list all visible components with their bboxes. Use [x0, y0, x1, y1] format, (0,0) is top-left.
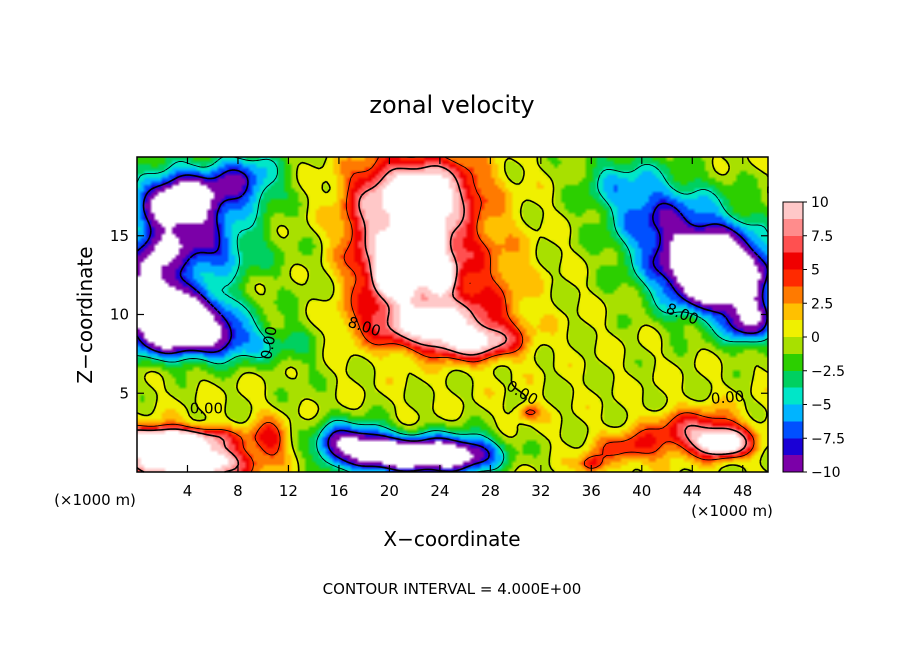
contour-level-0: [136, 156, 769, 473]
x-tick-label: 8: [233, 482, 243, 500]
colorbar-tick-label: 2.5: [811, 296, 833, 312]
x-tick-label: 48: [733, 482, 752, 500]
contour-level-8: [136, 165, 747, 473]
contour-label: 0.00: [257, 325, 281, 361]
contour-label: 0.00: [190, 400, 223, 418]
x-tick-label: 20: [380, 482, 399, 500]
x-tick-label: 24: [430, 482, 449, 500]
y-tick-label: 10: [110, 306, 129, 324]
contour-level--8: [136, 169, 769, 473]
x-tick-label: 28: [481, 482, 500, 500]
velocity-field: [137, 157, 768, 472]
x-tick-label: 12: [279, 482, 298, 500]
colorbar-tick-label: 10: [811, 195, 829, 211]
x-tick-label: 16: [329, 482, 348, 500]
contour-label: 0.00: [710, 387, 745, 408]
chart-title: zonal velocity: [369, 91, 534, 119]
x-tick-label: 36: [582, 482, 601, 500]
y-tick-label: 5: [119, 384, 129, 402]
x-tick-label: 32: [531, 482, 550, 500]
x-unit-label-right: (×1000 m): [691, 502, 773, 520]
colorbar-tick-label: −10: [811, 465, 841, 481]
colorbar-tick-label: 5: [811, 263, 820, 279]
colorbar-tick-label: 7.5: [811, 229, 833, 245]
contour-lines: [136, 156, 769, 473]
x-tick-label: 44: [683, 482, 702, 500]
contour-interval-note: CONTOUR INTERVAL = 4.000E+00: [323, 580, 582, 598]
x-axis-ticks: 4 8 12 16 20 24 28 32 36 40 44 48: [183, 157, 752, 500]
colorbar-tick-label: −2.5: [811, 364, 845, 380]
x-unit-label-left: (×1000 m): [54, 491, 136, 509]
colorbar-tick-label: −7.5: [811, 431, 845, 447]
colorbar: [783, 202, 803, 472]
colorbar-tick-label: 0: [811, 330, 820, 346]
colorbar-tick-label: −5: [811, 398, 832, 414]
contour-level-4: [136, 156, 755, 473]
y-tick-label: 15: [110, 227, 129, 245]
x-axis-label: X−coordinate: [383, 527, 520, 551]
x-tick-label: 4: [183, 482, 193, 500]
contour-level--4: [136, 156, 769, 473]
colorbar-ticks: 10 7.5 5 2.5 0 −2.5 −5 −7.5 −10: [803, 195, 845, 481]
y-axis-ticks: 5 10 15: [110, 227, 768, 402]
x-tick-label: 40: [632, 482, 651, 500]
y-axis-label: Z−coordinate: [73, 246, 97, 383]
